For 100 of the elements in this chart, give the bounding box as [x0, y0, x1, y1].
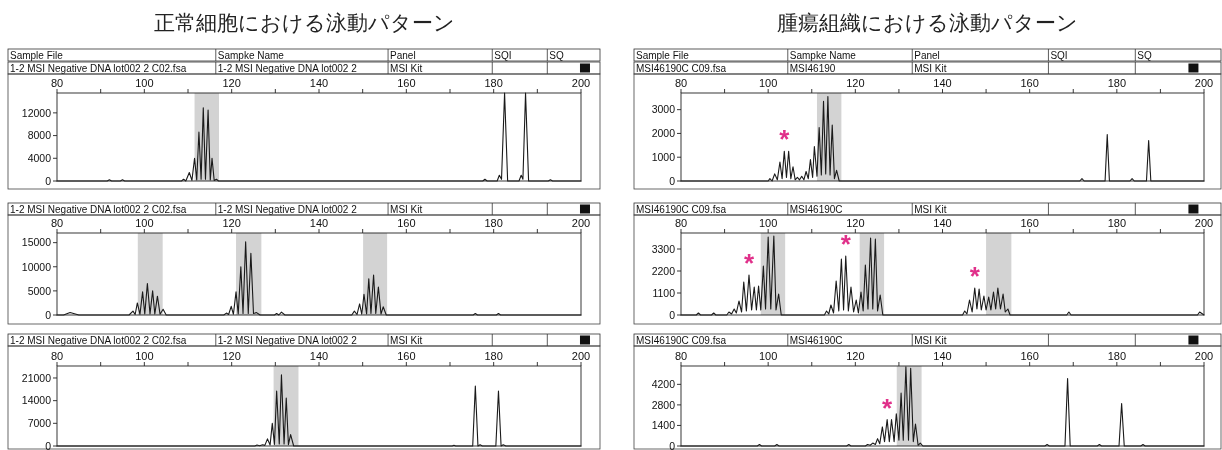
annotation: * [779, 124, 791, 155]
x-tick-label: 120 [846, 350, 865, 362]
annotation: * [969, 261, 981, 291]
x-tick-label: 160 [397, 217, 416, 229]
x-tick-label: 100 [135, 350, 154, 362]
text: 1-2 MSI Negative DNA lot002 2 [217, 334, 358, 346]
y-tick-label: 2000 [651, 127, 676, 140]
y-tick-label: 14000 [21, 394, 52, 407]
text: MSI Kit [390, 203, 423, 215]
text: 1-2 MSI Negative DNA lot002 2 C02.fsa [10, 334, 187, 346]
text: MSI46190C C09.fsa [636, 334, 727, 346]
text: SQI [1050, 49, 1068, 61]
text: MSI46190C [789, 203, 843, 215]
x-tick-label: 80 [50, 217, 64, 229]
y-tick-label: 0 [45, 308, 52, 321]
chart-title: 正常細胞における泳動パターン [153, 11, 455, 35]
annotation: * [840, 229, 852, 259]
text: MSI Kit [914, 203, 947, 215]
x-tick-label: 200 [571, 77, 591, 89]
y-tick-label: 0 [669, 439, 676, 450]
y-tick-label: 5000 [27, 284, 52, 297]
x-tick-label: 120 [222, 217, 241, 229]
x-tick-label: 100 [758, 350, 778, 362]
text: Sampke Name [217, 49, 285, 61]
annotation: * [743, 248, 755, 278]
y-tick-label: 1400 [651, 419, 676, 432]
x-tick-label: 80 [674, 217, 688, 229]
text: Sample File [636, 49, 690, 61]
x-tick-label: 200 [571, 217, 591, 229]
x-tick-label: 180 [1107, 350, 1127, 362]
text: MSI46190 [789, 62, 836, 74]
text: SQI [494, 49, 512, 61]
text: 1-2 MSI Negative DNA lot002 2 [217, 62, 358, 74]
x-tick-label: 200 [571, 350, 591, 362]
x-tick-label: 160 [1020, 350, 1039, 362]
x-tick-label: 120 [846, 77, 865, 89]
annotation: * [882, 392, 894, 423]
x-tick-label: 140 [309, 350, 329, 362]
y-tick-label: 4000 [27, 152, 52, 165]
x-tick-label: 140 [933, 77, 952, 89]
y-tick-label: 8000 [27, 129, 52, 142]
x-tick-label: 80 [674, 350, 688, 362]
text: MSI Kit [914, 62, 947, 74]
x-tick-label: 140 [933, 217, 952, 229]
y-tick-label: 1000 [651, 151, 676, 164]
text: 1-2 MSI Negative DNA lot002 2 C02.fsa [10, 203, 187, 215]
x-tick-label: 100 [758, 77, 778, 89]
y-tick-label: 10000 [21, 260, 52, 273]
y-tick-label: 3300 [651, 242, 676, 255]
y-tick-label: 0 [45, 174, 52, 187]
x-tick-label: 180 [484, 350, 503, 362]
x-tick-label: 100 [135, 77, 154, 89]
chart-title: 腫瘍組織における泳動パターン [777, 11, 1078, 35]
x-tick-label: 200 [1194, 217, 1214, 229]
text: MSI46190C [789, 334, 843, 346]
y-tick-label: 1100 [652, 286, 676, 299]
text: SQ [549, 49, 564, 61]
x-tick-label: 80 [674, 77, 688, 89]
text: MSI Kit [390, 334, 423, 346]
y-tick-label: 0 [45, 439, 52, 450]
x-tick-label: 100 [758, 217, 778, 229]
x-tick-label: 80 [50, 350, 64, 362]
x-tick-label: 100 [135, 217, 154, 229]
text: MSI Kit [390, 62, 423, 74]
y-tick-label: 4200 [651, 378, 676, 391]
x-tick-label: 140 [309, 217, 329, 229]
x-tick-label: 140 [933, 350, 952, 362]
x-tick-label: 180 [1107, 217, 1127, 229]
y-tick-label: 12000 [21, 106, 52, 119]
text: MSI46190C C09.fsa [636, 203, 727, 215]
y-tick-label: 15000 [21, 236, 52, 249]
x-tick-label: 160 [1020, 217, 1039, 229]
x-tick-label: 120 [222, 77, 241, 89]
text: MSI Kit [914, 334, 947, 346]
text: 1-2 MSI Negative DNA lot002 2 [217, 203, 358, 215]
x-tick-label: 180 [484, 217, 503, 229]
y-tick-label: 0 [669, 174, 676, 187]
y-tick-label: 7000 [27, 417, 52, 430]
x-tick-label: 160 [397, 350, 416, 362]
x-tick-label: 200 [1194, 350, 1214, 362]
text: 1-2 MSI Negative DNA lot002 2 C02.fsa [10, 62, 187, 74]
text: SQ [1137, 49, 1152, 61]
x-tick-label: 120 [222, 350, 241, 362]
x-tick-label: 160 [1020, 77, 1039, 89]
text: Sample File [10, 49, 64, 61]
x-tick-label: 160 [397, 77, 416, 89]
y-tick-label: 21000 [21, 371, 52, 384]
x-tick-label: 140 [309, 77, 329, 89]
x-tick-label: 80 [50, 77, 64, 89]
x-tick-label: 200 [1194, 77, 1214, 89]
y-tick-label: 2800 [651, 398, 676, 411]
x-tick-label: 120 [846, 217, 865, 229]
text: Sampke Name [789, 49, 857, 61]
text: Panel [914, 49, 940, 61]
y-tick-label: 0 [669, 308, 676, 321]
text: Panel [390, 49, 416, 61]
y-tick-label: 3000 [651, 103, 676, 116]
text: MSI46190C C09.fsa [636, 62, 727, 74]
y-tick-label: 2200 [651, 264, 676, 277]
x-tick-label: 180 [484, 77, 503, 89]
